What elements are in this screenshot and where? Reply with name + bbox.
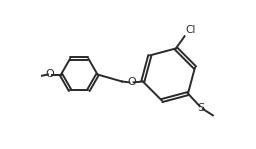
Text: O: O: [127, 77, 136, 87]
Text: Cl: Cl: [185, 25, 196, 35]
Text: O: O: [46, 69, 55, 80]
Text: S: S: [197, 103, 205, 112]
